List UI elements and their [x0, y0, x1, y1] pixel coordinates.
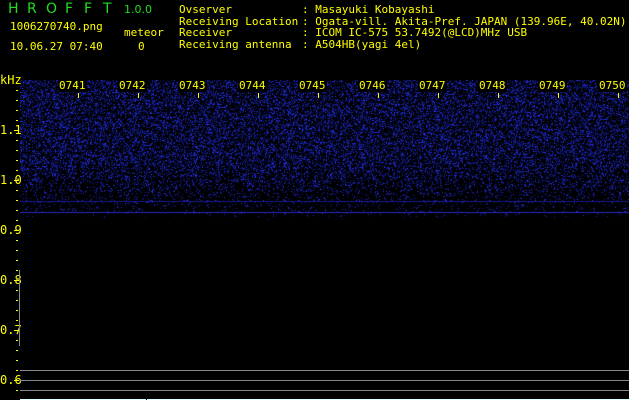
- time-label: 0749: [538, 79, 567, 92]
- time-tick: [618, 93, 619, 98]
- grid-line: [20, 370, 629, 371]
- spectrogram: [20, 80, 629, 400]
- info-value: : Ogata-vill. Akita-Pref. JAPAN (139.96E…: [302, 14, 627, 28]
- info-value: : Masayuki Kobayashi: [302, 3, 435, 16]
- freq-tick: [16, 100, 18, 101]
- time-tick: [318, 93, 319, 98]
- freq-tick: [16, 200, 18, 201]
- freq-label: 1.1: [0, 123, 22, 137]
- title-letter: T: [103, 1, 112, 17]
- time-label: 0742: [118, 79, 147, 92]
- time-label: 0747: [418, 79, 447, 92]
- time-tick: [378, 93, 379, 98]
- file-datetime: 10.06.27 07:40: [10, 40, 103, 53]
- freq-tick: [16, 340, 18, 341]
- time-label: 0748: [478, 79, 507, 92]
- info-row: Receiving Location: Ogata-vill. Akita-Pr…: [179, 14, 627, 28]
- info-key: Receiving Location: [179, 14, 299, 28]
- time-label: 0750: [598, 79, 627, 92]
- freq-label: 0.7: [0, 323, 22, 337]
- freq-tick: [16, 360, 18, 361]
- freq-label: 0.8: [0, 273, 22, 287]
- freq-tick: [16, 370, 18, 371]
- freq-tick: [16, 90, 18, 91]
- file-name: 1006270740.png: [10, 20, 103, 33]
- info-key: Receiver: [179, 26, 232, 39]
- info-row: Ovserver : Masayuki Kobayashi: [179, 4, 627, 16]
- freq-tick: [14, 280, 19, 281]
- time-tick: [198, 93, 199, 98]
- freq-tick: [16, 190, 18, 191]
- freq-tick: [16, 240, 18, 241]
- freq-tick: [16, 310, 18, 311]
- info-value: : A504HB(yagi 4el): [302, 37, 422, 51]
- freq-label: 0.9: [0, 223, 22, 237]
- freq-tick: [16, 110, 18, 111]
- freq-tick: [16, 170, 18, 171]
- freq-tick: [16, 390, 18, 391]
- time-tick: [138, 93, 139, 98]
- time-tick: [558, 93, 559, 98]
- freq-label: 1.0: [0, 173, 22, 187]
- time-label: 0744: [238, 79, 267, 92]
- freq-tick: [16, 270, 18, 271]
- time-tick: [78, 93, 79, 98]
- freq-tick: [16, 140, 18, 141]
- title-letter: R: [27, 1, 37, 17]
- meteor-label: meteor: [124, 26, 164, 39]
- time-label: 0741: [58, 79, 87, 92]
- time-tick: [498, 93, 499, 98]
- info-key: Ovserver: [179, 3, 232, 16]
- app-version: 1.0.0: [124, 3, 152, 16]
- freq-tick: [16, 350, 18, 351]
- meteor-count: 0: [138, 40, 145, 53]
- time-label: 0743: [178, 79, 207, 92]
- freq-tick: [16, 160, 18, 161]
- freq-tick: [16, 250, 18, 251]
- title-letter: O: [46, 1, 58, 17]
- grid-line: [20, 380, 629, 381]
- unit-label: kHz: [0, 73, 22, 87]
- info-row: Receiving antenna : A504HB(yagi 4el): [179, 37, 627, 51]
- freq-tick: [16, 150, 18, 151]
- freq-tick: [14, 230, 19, 231]
- freq-tick: [14, 380, 19, 381]
- freq-tick: [16, 300, 18, 301]
- info-value: : ICOM IC-575 53.7492(@LCD)MHz USB: [302, 26, 528, 39]
- time-tick: [438, 93, 439, 98]
- freq-tick: [16, 210, 18, 211]
- title-letter: H: [8, 1, 19, 17]
- freq-tick: [16, 220, 18, 221]
- freq-tick: [16, 120, 18, 121]
- station-info: Ovserver : Masayuki Kobayashi Receiving L…: [179, 4, 627, 50]
- time-label: 0746: [358, 79, 387, 92]
- freq-tick: [16, 320, 18, 321]
- grid-line: [20, 390, 629, 391]
- info-row: Receiver : ICOM IC-575 53.7492(@LCD)MHz U…: [179, 27, 627, 39]
- axis-divider: [19, 270, 20, 346]
- freq-tick: [16, 260, 18, 261]
- title-letter: F: [65, 1, 74, 17]
- freq-tick: [14, 180, 19, 181]
- freq-tick: [16, 290, 18, 291]
- time-tick: [258, 93, 259, 98]
- info-key: Receiving antenna: [179, 37, 292, 51]
- time-label: 0745: [298, 79, 327, 92]
- freq-label: 0.6: [0, 373, 22, 387]
- freq-tick: [14, 130, 19, 131]
- freq-tick: [14, 330, 19, 331]
- title-letter: F: [84, 1, 93, 17]
